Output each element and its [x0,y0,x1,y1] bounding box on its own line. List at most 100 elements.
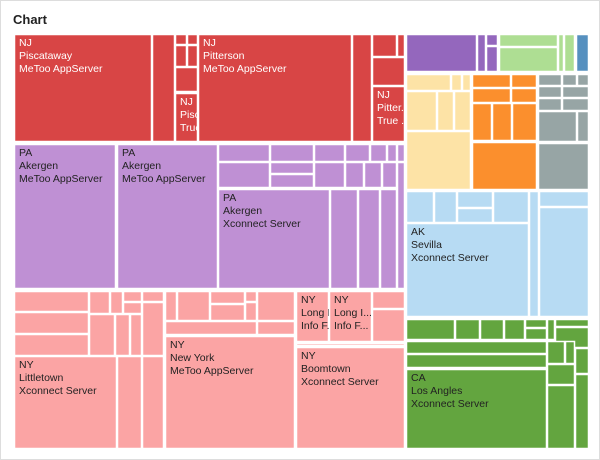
treemap-node[interactable] [405,318,456,341]
treemap-node[interactable] [546,384,576,450]
treemap-cell[interactable] [114,313,131,357]
treemap-node[interactable] [456,207,494,224]
treemap-cell[interactable] [528,190,540,318]
treemap-cell[interactable] [379,188,398,290]
treemap-node[interactable] [471,87,512,104]
treemap-cell[interactable] [405,340,548,355]
treemap-node[interactable] [363,161,383,189]
treemap-cell[interactable] [269,173,315,189]
treemap-node[interactable] [369,143,388,163]
treemap-cell[interactable] [405,90,438,132]
treemap-cell[interactable] [564,340,576,365]
treemap-node-labeled[interactable]: NY Littletown Xconnect Server [13,355,118,450]
treemap-node[interactable] [546,340,566,365]
treemap-cell[interactable] [461,73,472,92]
treemap-node[interactable] [405,90,438,132]
treemap-cell[interactable] [498,46,559,73]
treemap-node[interactable] [538,190,590,208]
treemap-node[interactable] [13,333,90,357]
treemap-cell[interactable] [405,318,456,341]
treemap-node[interactable] [114,313,131,357]
treemap-node[interactable] [563,33,576,73]
treemap-cell[interactable] [485,33,499,47]
treemap-node[interactable] [575,33,590,73]
treemap-node[interactable] [479,318,505,341]
treemap-cell[interactable] [492,190,530,224]
treemap-cell[interactable] [209,303,246,322]
treemap-cell[interactable] [13,33,153,143]
treemap-node[interactable] [244,301,258,322]
treemap-node[interactable] [357,188,381,290]
treemap-cell[interactable] [363,161,383,189]
treemap-cell[interactable] [164,320,258,336]
treemap-node[interactable] [557,33,565,73]
treemap-cell[interactable] [174,92,199,143]
treemap-node[interactable] [186,44,199,68]
treemap-node[interactable] [510,73,538,89]
treemap-node[interactable] [109,290,124,315]
treemap-cell[interactable] [538,206,590,318]
treemap-cell[interactable] [217,143,271,163]
treemap-node[interactable] [217,143,271,163]
treemap-cell[interactable] [575,33,590,73]
treemap-cell[interactable] [524,327,548,341]
treemap-node[interactable] [396,143,406,163]
treemap-node[interactable] [510,87,538,104]
treemap-node[interactable] [471,73,512,89]
treemap-cell[interactable] [511,102,538,142]
treemap-cell[interactable] [116,143,219,290]
treemap-node[interactable] [546,318,556,341]
treemap-node[interactable] [405,73,452,92]
treemap-cell[interactable] [405,190,435,224]
treemap-cell[interactable] [396,143,406,163]
treemap-node[interactable] [546,363,576,386]
treemap-cell[interactable] [576,73,590,87]
treemap-cell[interactable] [371,33,398,58]
treemap-node[interactable] [141,301,165,357]
treemap-node[interactable] [386,143,398,163]
treemap-node[interactable] [491,102,513,142]
treemap-cell[interactable] [554,318,590,328]
treemap-node[interactable] [174,44,188,68]
treemap-node[interactable] [538,206,590,318]
treemap-node[interactable] [476,33,487,73]
treemap-cell[interactable] [491,102,513,142]
treemap-node[interactable] [524,318,548,329]
treemap-cell[interactable] [479,318,505,341]
treemap-cell[interactable] [329,188,359,290]
treemap-cell[interactable] [88,290,111,315]
treemap-node[interactable] [454,318,481,341]
treemap-node-labeled[interactable]: NJ Pitter... True ... [371,85,410,143]
treemap-node[interactable] [13,311,90,335]
treemap-cell[interactable] [396,161,406,290]
treemap-node[interactable] [405,33,478,73]
treemap-node[interactable] [256,320,296,336]
treemap-node[interactable] [554,318,590,328]
treemap-cell[interactable] [186,44,199,68]
treemap-node-labeled[interactable]: PA Akergen MeToo AppServer [13,143,117,290]
treemap-node[interactable] [511,102,538,142]
treemap-cell[interactable] [13,333,90,357]
treemap-node[interactable] [453,90,472,132]
treemap-cell[interactable] [537,73,563,87]
treemap-node[interactable] [379,188,398,290]
treemap-node[interactable] [329,188,359,290]
treemap-node[interactable] [485,33,499,47]
treemap-cell[interactable] [313,161,346,189]
treemap-cell[interactable] [357,188,381,290]
treemap-node[interactable] [209,290,246,305]
treemap-node[interactable] [371,56,406,87]
treemap-cell[interactable] [197,33,353,143]
treemap-node-labeled[interactable]: AK Sevilla Xconnect Server [405,222,530,318]
treemap-cell[interactable] [405,353,548,369]
treemap-cell[interactable] [151,33,176,143]
treemap-cell[interactable] [537,97,563,112]
treemap-cell[interactable] [371,308,406,343]
treemap-cell[interactable] [256,290,296,322]
treemap-cell[interactable] [369,143,388,163]
treemap-node[interactable] [122,290,143,303]
treemap-cell[interactable] [574,347,590,375]
treemap-cell[interactable] [524,318,548,329]
treemap-cell[interactable] [176,290,211,322]
treemap-cell[interactable] [537,85,563,99]
